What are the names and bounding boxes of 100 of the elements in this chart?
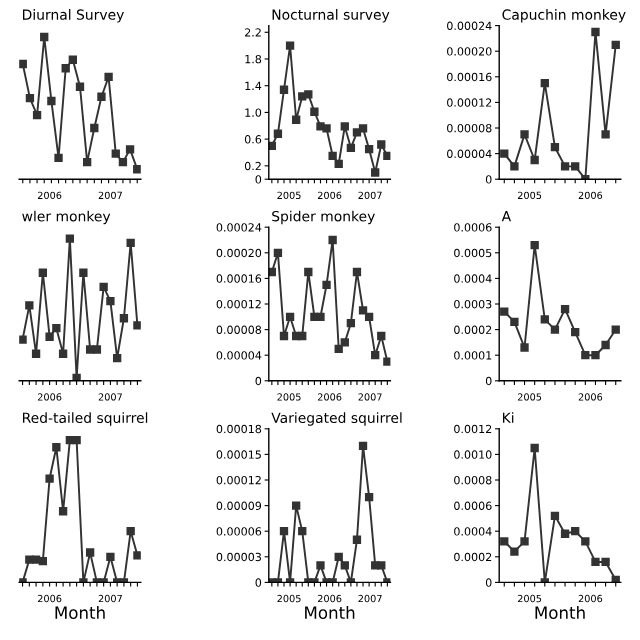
point xyxy=(591,27,600,37)
point xyxy=(340,338,349,347)
point xyxy=(72,373,81,381)
point xyxy=(601,340,610,350)
point xyxy=(346,319,356,328)
point xyxy=(298,527,307,536)
x-axis-title: Month xyxy=(535,606,585,619)
point xyxy=(500,307,509,316)
point xyxy=(79,268,88,277)
point xyxy=(611,40,620,49)
point xyxy=(316,312,325,321)
x-axis-title: Month xyxy=(305,606,355,619)
point xyxy=(611,325,620,334)
point xyxy=(550,143,560,152)
point xyxy=(38,556,48,566)
point xyxy=(371,351,380,360)
point xyxy=(45,474,54,483)
point xyxy=(510,162,519,171)
point xyxy=(99,282,108,292)
point xyxy=(310,107,319,116)
point xyxy=(125,145,135,154)
point xyxy=(25,555,34,564)
point xyxy=(40,32,49,42)
point xyxy=(560,304,570,314)
point xyxy=(520,343,529,352)
point xyxy=(328,235,337,245)
point xyxy=(279,331,289,341)
point xyxy=(25,93,35,103)
point xyxy=(571,162,580,171)
point xyxy=(31,349,41,358)
point xyxy=(90,123,99,133)
point xyxy=(82,157,92,167)
point xyxy=(291,115,301,124)
point xyxy=(316,561,325,570)
point xyxy=(68,55,78,64)
point xyxy=(364,312,374,321)
point xyxy=(377,140,386,149)
point xyxy=(611,575,620,583)
point xyxy=(540,315,549,324)
point xyxy=(530,155,539,165)
point xyxy=(45,332,54,341)
point xyxy=(38,268,48,277)
point xyxy=(133,321,141,330)
point xyxy=(377,331,386,341)
point xyxy=(112,353,122,363)
point xyxy=(268,267,277,277)
point xyxy=(340,122,349,131)
point xyxy=(58,349,68,358)
point xyxy=(581,537,590,546)
point xyxy=(520,537,529,546)
point xyxy=(126,527,135,536)
point xyxy=(550,325,560,334)
point xyxy=(510,547,519,556)
point xyxy=(601,557,610,567)
point xyxy=(106,552,115,561)
point xyxy=(352,267,362,277)
point xyxy=(581,351,590,360)
point xyxy=(334,344,343,353)
point xyxy=(31,555,41,564)
point xyxy=(133,551,141,560)
point xyxy=(65,234,75,243)
point xyxy=(340,561,349,570)
point xyxy=(334,552,343,561)
point xyxy=(591,351,600,360)
point xyxy=(328,151,337,160)
point xyxy=(111,149,120,158)
point xyxy=(133,165,141,174)
point xyxy=(279,85,289,94)
point xyxy=(377,561,386,570)
point xyxy=(119,314,129,323)
point xyxy=(298,92,307,101)
point xyxy=(500,537,509,546)
point xyxy=(352,128,362,137)
point xyxy=(383,357,391,366)
point xyxy=(530,240,539,250)
point xyxy=(54,153,63,163)
point xyxy=(358,124,368,133)
point xyxy=(47,96,56,106)
point xyxy=(52,324,61,333)
x-axis-title: Month xyxy=(55,606,105,619)
point xyxy=(364,144,374,154)
point xyxy=(358,441,368,451)
point xyxy=(92,345,102,354)
point xyxy=(571,527,580,536)
point xyxy=(364,492,374,502)
point xyxy=(19,335,27,344)
point xyxy=(560,162,570,171)
point xyxy=(540,79,549,88)
point xyxy=(285,312,295,321)
point xyxy=(322,124,331,133)
point xyxy=(279,527,289,536)
point xyxy=(85,548,95,557)
point xyxy=(72,436,81,445)
point xyxy=(316,122,325,131)
point xyxy=(61,64,70,73)
point xyxy=(106,296,115,306)
point xyxy=(352,535,362,544)
point xyxy=(85,345,95,354)
point xyxy=(25,301,34,310)
point xyxy=(530,443,539,453)
